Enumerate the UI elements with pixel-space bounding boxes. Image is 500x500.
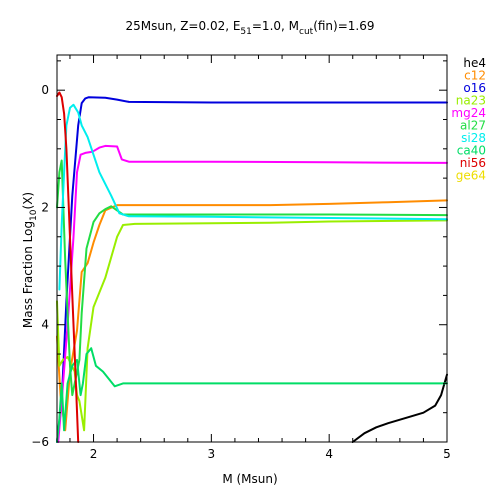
chart-title: 25Msun, Z=0.02, E51=1.0, Mcut(fin)=1.69 bbox=[126, 19, 375, 37]
legend-entry-na23: na23 bbox=[456, 94, 486, 108]
y-tick-label: 4 bbox=[41, 318, 49, 332]
series-line-ca40 bbox=[56, 347, 448, 443]
plot-frame bbox=[56, 54, 448, 443]
series-line-o16 bbox=[56, 96, 448, 443]
x-tick-label: 3 bbox=[208, 447, 216, 461]
x-tick-label: 2 bbox=[90, 447, 98, 461]
legend-entry-c12: c12 bbox=[464, 69, 486, 83]
y-axis-label: Mass Fraction Log10(X) bbox=[21, 192, 39, 328]
legend-entry-mg24: mg24 bbox=[451, 106, 486, 120]
y-tick-label: 0 bbox=[41, 83, 49, 97]
legend-entry-ca40: ca40 bbox=[457, 144, 486, 158]
legend-entry-si28: si28 bbox=[461, 131, 486, 145]
series-line-ni56 bbox=[56, 91, 80, 443]
y-tick-label: 2 bbox=[41, 200, 49, 214]
series-line-mg24 bbox=[57, 144, 448, 443]
x-axis-label: M (Msun) bbox=[222, 472, 277, 486]
tick-layer: 2 3 4 5 0 2 4 −6 bbox=[31, 55, 451, 461]
x-tick-label: 4 bbox=[325, 447, 333, 461]
legend-entry-ge64: ge64 bbox=[456, 169, 486, 183]
series-line-na23 bbox=[56, 219, 448, 432]
legend-entry-ni56: ni56 bbox=[460, 156, 486, 170]
legend-entry-he4: he4 bbox=[463, 56, 486, 70]
x-tick-label: 5 bbox=[443, 447, 451, 461]
series-line-c12 bbox=[56, 199, 448, 432]
legend-entry-al27: al27 bbox=[460, 119, 486, 133]
y-tick-label: −6 bbox=[31, 435, 49, 449]
series-line-he4 bbox=[351, 373, 448, 443]
series-layer bbox=[56, 91, 448, 443]
legend-entry-o16: o16 bbox=[463, 81, 486, 95]
